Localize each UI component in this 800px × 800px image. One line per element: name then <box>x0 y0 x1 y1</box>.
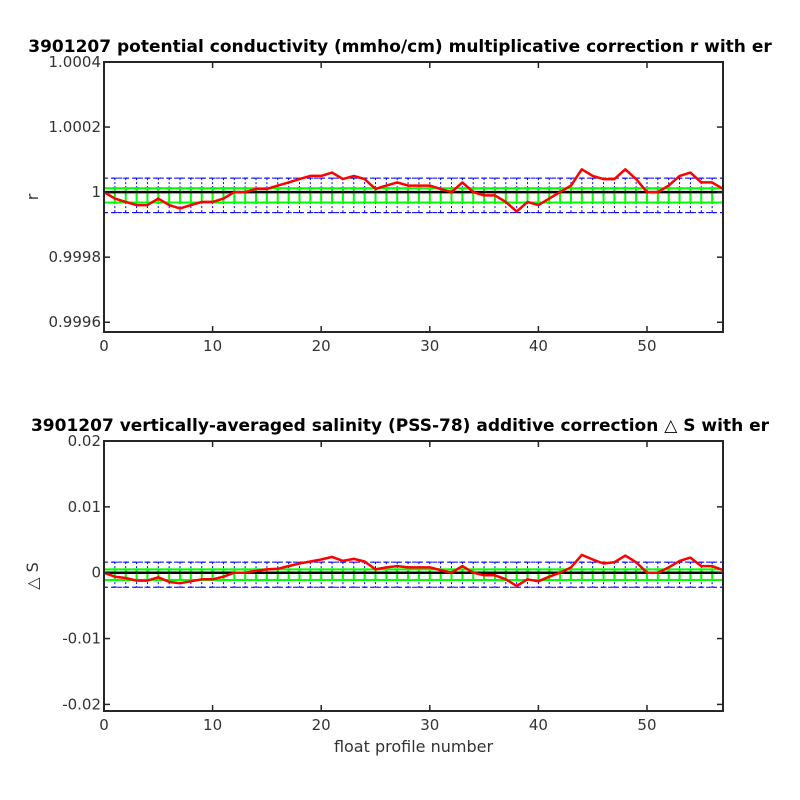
y-axis-label: △ S <box>23 562 42 590</box>
x-tick-label: 30 <box>420 716 439 734</box>
x-tick-label: 10 <box>203 716 222 734</box>
error-bars-outer <box>104 561 723 588</box>
conductivity-correction-panel: 3901207 potential conductivity (mmho/cm)… <box>23 37 772 355</box>
x-tick-label: 10 <box>203 337 222 355</box>
axes-box <box>103 440 724 712</box>
x-tick-label: 0 <box>99 716 109 734</box>
x-tick-label: 20 <box>312 716 331 734</box>
chart-title: 3901207 vertically-averaged salinity (PS… <box>31 416 770 436</box>
y-tick-label: 1.0004 <box>49 53 102 71</box>
y-tick-label: 0.01 <box>68 498 101 516</box>
error-bars-outer <box>104 177 723 214</box>
correction-series-line <box>104 553 723 588</box>
chart-title: 3901207 potential conductivity (mmho/cm)… <box>28 37 772 57</box>
x-tick-label: 30 <box>420 337 439 355</box>
x-tick-label: 50 <box>637 716 656 734</box>
y-axis-label: r <box>23 193 42 200</box>
y-tick-label: -0.02 <box>62 695 101 713</box>
salinity-correction-panel: 3901207 vertically-averaged salinity (PS… <box>23 416 770 756</box>
y-tick-label: 1.0002 <box>49 118 102 136</box>
y-tick-label: -0.01 <box>62 630 101 648</box>
correction-series-line <box>104 168 723 213</box>
plot-area <box>104 168 723 214</box>
y-tick-label: 1 <box>91 183 101 201</box>
y-tick-label: 0.9998 <box>49 248 102 266</box>
plot-area <box>104 553 723 588</box>
x-tick-label: 50 <box>637 337 656 355</box>
x-tick-label: 40 <box>529 716 548 734</box>
x-tick-label: 20 <box>312 337 331 355</box>
error-bars-inner <box>104 568 723 581</box>
y-tick-label: 0.02 <box>68 432 101 450</box>
y-tick-label: 0.9996 <box>49 313 102 331</box>
x-axis-label: float profile number <box>334 737 494 756</box>
x-tick-label: 0 <box>99 337 109 355</box>
x-tick-label: 40 <box>529 337 548 355</box>
axes-box <box>103 61 724 333</box>
y-tick-label: 0 <box>91 564 101 582</box>
error-bars-inner <box>104 187 723 204</box>
